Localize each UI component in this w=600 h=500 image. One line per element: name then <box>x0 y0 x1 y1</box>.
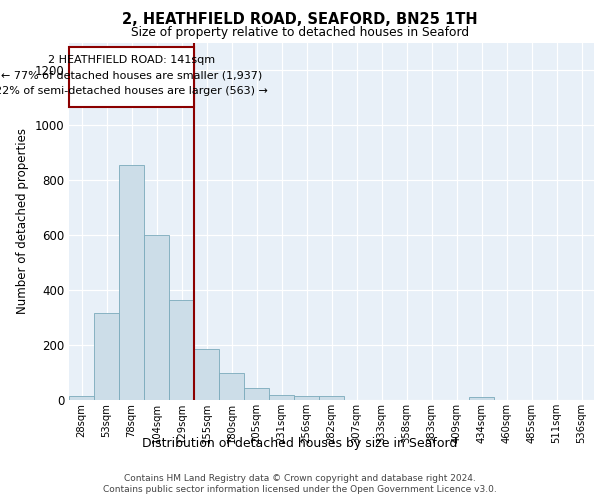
Text: 22% of semi-detached houses are larger (563) →: 22% of semi-detached houses are larger (… <box>0 86 268 97</box>
Text: Contains HM Land Registry data © Crown copyright and database right 2024.: Contains HM Land Registry data © Crown c… <box>124 474 476 483</box>
Bar <box>244 388 269 400</box>
Text: Contains public sector information licensed under the Open Government Licence v3: Contains public sector information licen… <box>103 485 497 494</box>
Bar <box>119 165 144 400</box>
Bar <box>144 235 169 400</box>
Bar <box>169 300 194 400</box>
Bar <box>269 394 294 400</box>
Bar <box>69 396 94 400</box>
Text: Distribution of detached houses by size in Seaford: Distribution of detached houses by size … <box>142 438 458 450</box>
Bar <box>219 372 244 400</box>
Bar <box>194 349 219 400</box>
Text: 2, HEATHFIELD ROAD, SEAFORD, BN25 1TH: 2, HEATHFIELD ROAD, SEAFORD, BN25 1TH <box>122 12 478 28</box>
Bar <box>69 46 193 107</box>
Bar <box>294 396 319 400</box>
Bar <box>469 397 494 400</box>
Text: Size of property relative to detached houses in Seaford: Size of property relative to detached ho… <box>131 26 469 39</box>
Bar <box>319 396 344 400</box>
Bar <box>94 314 119 400</box>
Text: 2 HEATHFIELD ROAD: 141sqm: 2 HEATHFIELD ROAD: 141sqm <box>47 55 215 65</box>
Y-axis label: Number of detached properties: Number of detached properties <box>16 128 29 314</box>
Text: ← 77% of detached houses are smaller (1,937): ← 77% of detached houses are smaller (1,… <box>1 70 262 80</box>
